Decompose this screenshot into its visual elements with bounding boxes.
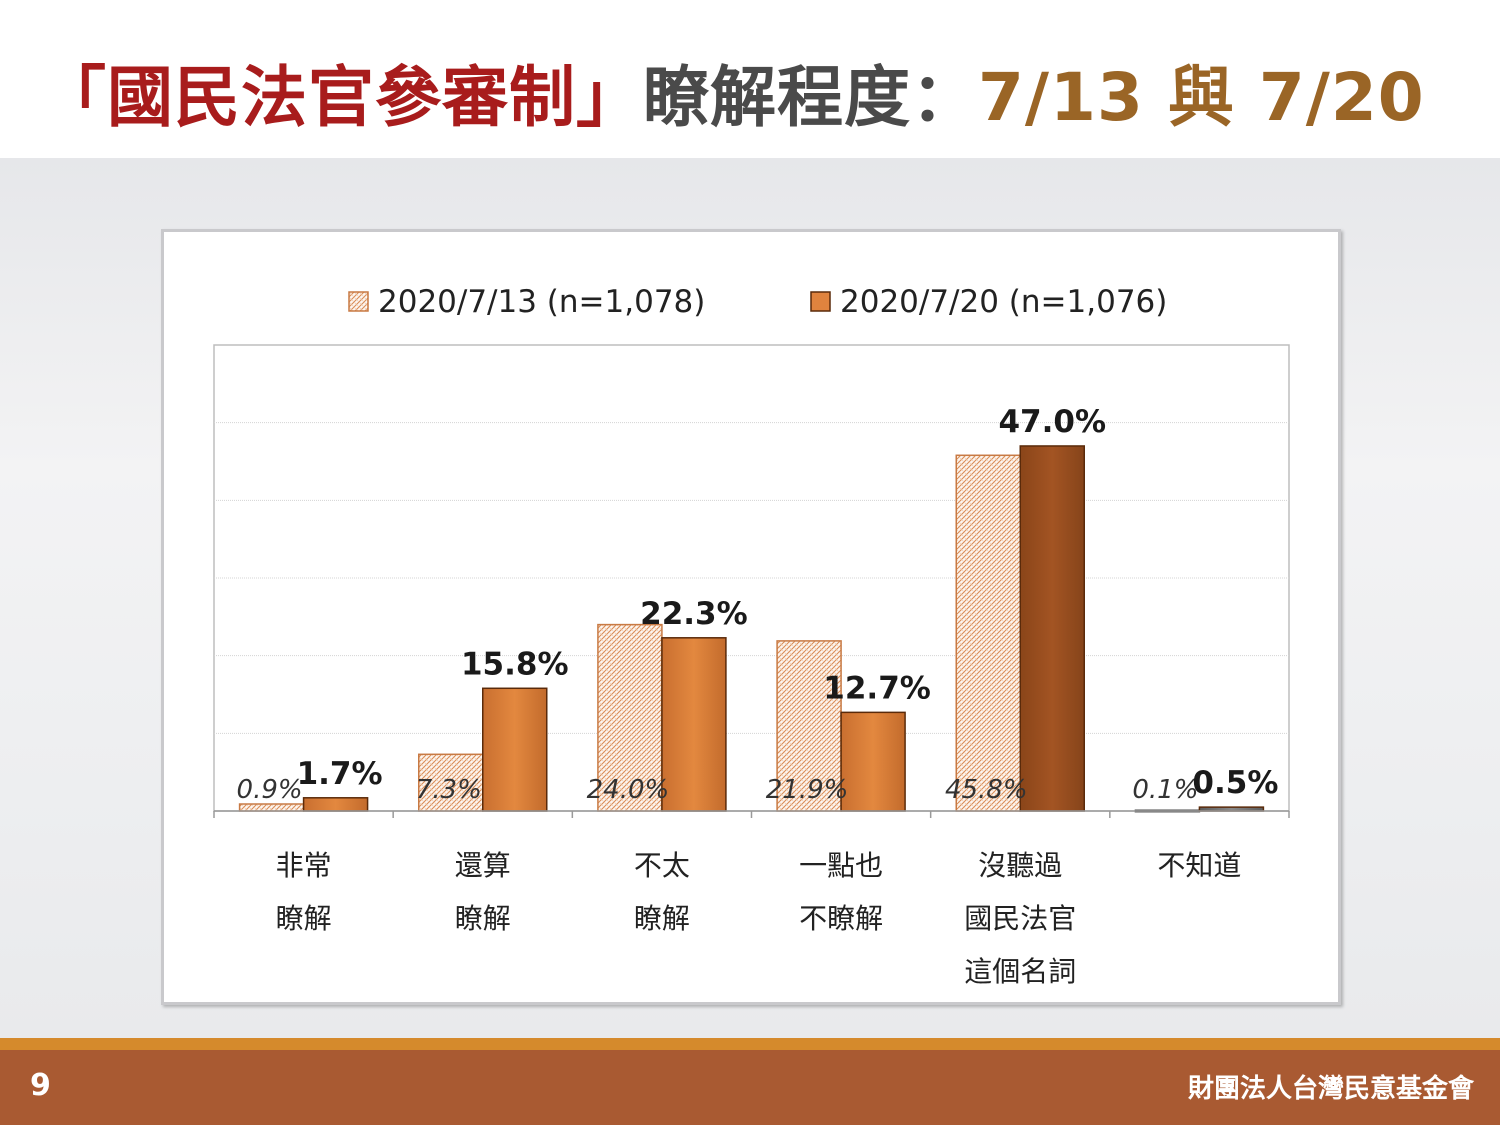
bar-series2 (1019, 445, 1085, 812)
bar-series1 (597, 623, 663, 812)
organization-name: 財團法人台灣民意基金會 (1187, 1074, 1474, 1104)
category-label: 還算 (455, 849, 511, 882)
category-label: 不太 (634, 849, 690, 882)
bar-series1 (776, 640, 842, 812)
bar-series2 (840, 711, 906, 812)
bar-series1 (418, 753, 484, 812)
category-label: 不瞭解 (799, 902, 883, 935)
bar-series2 (482, 687, 548, 812)
data-label-series2: 12.7% (823, 670, 931, 706)
bar-series2 (302, 797, 369, 812)
footer-stripe (0, 1038, 1500, 1050)
data-label-series1: 7.3% (416, 775, 482, 805)
data-label-series1: 0.9% (237, 775, 303, 805)
x-axis (213, 810, 1290, 818)
data-label-series2: 47.0% (998, 404, 1106, 440)
data-label-series1: 24.0% (587, 775, 670, 805)
legend-label-series2: 2020/7/20 (n=1,076) (840, 284, 1167, 320)
category-label: 瞭解 (455, 902, 511, 935)
category-label: 瞭解 (276, 902, 332, 935)
bar-chart: 2020/7/13 (n=1,078) 2020/7/20 (n=1,076) … (213, 284, 1290, 988)
bar-series2 (661, 637, 727, 812)
data-label-series2: 0.5% (1192, 765, 1278, 801)
data-label-series1: 21.9% (766, 775, 849, 805)
bar-series1 (238, 803, 305, 812)
category-label: 這個名詞 (964, 955, 1076, 988)
category-label: 一點也 (799, 849, 883, 882)
legend: 2020/7/13 (n=1,078) 2020/7/20 (n=1,076) (348, 284, 1167, 320)
slide-title: 「國民法官參審制」瞭解程度：7/13 與 7/20 (40, 44, 1425, 140)
plot-area (213, 344, 1290, 812)
title-subject: 瞭解程度： (643, 59, 978, 136)
title-dates: 7/13 與 7/20 (978, 59, 1425, 136)
page-number: 9 (30, 1068, 51, 1103)
data-label-series2: 22.3% (640, 596, 748, 632)
category-label: 非常 (276, 849, 332, 882)
legend-label-series1: 2020/7/13 (n=1,078) (378, 284, 705, 320)
data-labels: 0.9%1.7% 7.3% 15.8% 24.0% 22.3% 21.9% 12.7% 45.… (237, 404, 1279, 805)
footer: 9 財團法人台灣民意基金會 (0, 1050, 1500, 1125)
data-label-series1: 45.8% (945, 775, 1028, 805)
category-label: 沒聽過 (978, 849, 1062, 882)
title-topic: 「國民法官參審制」 (40, 59, 643, 136)
category-label: 不知道 (1157, 849, 1241, 882)
title-bar: 「國民法官參審制」瞭解程度：7/13 與 7/20 (0, 0, 1500, 158)
category-label: 瞭解 (634, 902, 690, 935)
data-label-series2: 15.8% (461, 646, 569, 682)
bars (238, 445, 1265, 813)
legend-swatch-series1 (348, 291, 369, 312)
data-label-series2: 1.7% (297, 756, 383, 792)
bar-series1 (955, 454, 1021, 812)
category-label: 國民法官 (964, 902, 1076, 935)
legend-swatch-series2 (810, 291, 831, 312)
chart-frame: 2020/7/13 (n=1,078) 2020/7/20 (n=1,076) … (161, 229, 1341, 1005)
gridlines (214, 422, 1289, 734)
data-label-series1: 0.1% (1132, 775, 1198, 805)
